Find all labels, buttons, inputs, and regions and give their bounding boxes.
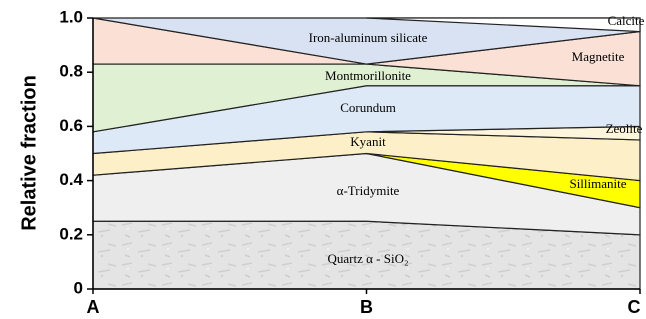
region-label: Montmorillonite — [325, 68, 411, 83]
y-axis-label: Relative fraction — [18, 75, 40, 231]
region-label: Zeolite — [606, 121, 643, 136]
region-label: Corundum — [340, 100, 396, 115]
y-tick-label: 0 — [74, 278, 83, 297]
chart: Quartz α - SiO₂ α-Tridymite Sillimanite Kya… — [0, 0, 646, 319]
region-label: Quartz α - SiO₂ — [327, 251, 408, 266]
y-tick-label: 0.4 — [59, 170, 83, 189]
region-label: α-Tridymite — [337, 183, 400, 198]
region-label: Sillimanite — [569, 176, 626, 191]
region-label: Iron-aluminum silicate — [309, 30, 428, 45]
y-tick-label: 0.2 — [59, 224, 83, 243]
y-tick-label: 0.6 — [59, 116, 83, 135]
region-label: Magnetite — [572, 49, 625, 64]
region-label: Calcite — [608, 13, 645, 28]
y-tick-label: 1.0 — [59, 7, 83, 26]
region-label: Kyanit — [350, 134, 386, 149]
y-tick-label: 0.8 — [59, 62, 83, 81]
x-tick-label: A — [87, 297, 100, 317]
x-tick-label: B — [360, 297, 373, 317]
x-tick-label: C — [628, 297, 641, 317]
